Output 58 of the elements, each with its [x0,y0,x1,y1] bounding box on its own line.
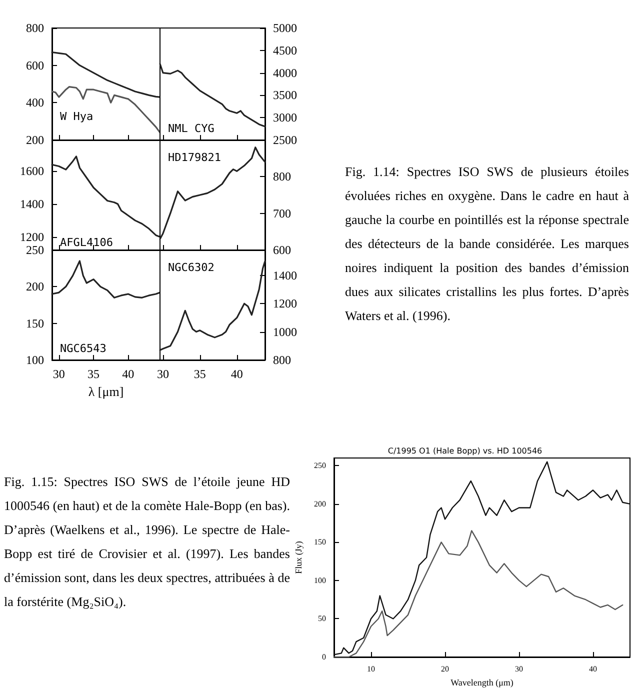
y-axis-title: Flux (Jy) [294,541,304,574]
series-label: HD179821 [168,151,221,164]
y-tick-label: 100 [26,353,44,367]
y-tick-label: 4500 [273,43,297,58]
text: NGC6302 [168,261,214,274]
line-series [159,260,266,351]
y-tick-label: 1200 [273,296,297,311]
y-tick-label: 250 [26,243,44,257]
y-tick-label: 1000 [273,324,297,339]
y-tick-label: 800 [273,170,291,184]
y-tick-label: 100 [314,576,326,585]
y-tick-label: 600 [26,58,44,72]
x-axis-title: Wavelength (μm) [450,677,514,688]
y-tick-label: 5000 [273,21,297,35]
y-tick-label: 400 [26,96,44,110]
x-tick-label: 30 [515,664,523,674]
y-tick-label: 2500 [273,133,297,147]
y-tick-label: 150 [26,316,44,330]
text: NGC6543 [60,342,106,355]
y-tick-label: 1400 [20,197,44,212]
y-tick-label: 200 [26,280,44,294]
y-tick-label: 0 [322,652,326,662]
y-tick-label: 1400 [273,268,297,282]
line-series [51,260,160,298]
line-series [51,86,160,134]
x-tick-label: 40 [230,367,243,381]
x-axis-title: λ [μm] [88,384,124,399]
y-tick-label: 4000 [273,66,297,80]
y-tick-label: 150 [314,538,326,547]
text: W Hya [60,110,94,123]
x-tick-label: 40 [122,367,134,381]
y-tick-label: 3000 [273,110,297,125]
x-tick-label: 40 [589,664,597,674]
text: AFGL4106 [60,236,113,249]
y-tick-label: 1200 [20,230,44,244]
y-tick-label: 1600 [20,164,44,178]
y-tick-label: 800 [273,353,291,367]
x-tick-label: 35 [194,367,206,381]
y-tick-label: 700 [273,206,291,220]
x-tick-label: 30 [52,367,65,381]
x-tick-label: 10 [367,664,375,674]
x-tick-label: 35 [88,367,100,381]
y-tick-label: 50 [318,614,326,624]
y-tick-label: 3500 [273,88,297,102]
line-series [333,530,624,658]
y-tick-label: 800 [26,21,44,35]
line-series [333,461,631,656]
y-tick-label: 200 [314,499,326,508]
caption: Fig. 1.15: Spectres ISO SWS de l’étoile jeune HD 1000546 (en haut) et de la comète Hale-Bopp (en bas). D’après (Waelkens et al., 1996). Le spectre de Hale-Bopp est tiré de Crovisier et al. (1997). Les bandes d’émission sont, dans les deux spectres, attribuées à de la forstérite (Mg₂SiO₄). [4,473,290,611]
x-tick-label: 20 [441,664,449,674]
line-series [51,51,160,98]
series-label: NML CYG [168,122,214,135]
y-tick-label: 200 [26,133,44,147]
chart-title: C/1995 O1 (Hale Bopp) vs. HD 100546 [388,446,542,456]
y-tick-label: 250 [314,461,326,470]
y-tick-label: 600 [273,243,291,257]
x-tick-label: 30 [156,367,169,381]
caption: Fig. 1.14: Spectres ISO SWS de plusieurs étoiles évoluées riches en oxygène. Dans le cadre en haut à gauche la courbe en pointillés est la réponse spectrale des détecteurs de la bande considérée. Les marques noires indiquent la position des bandes d’émission dues aux silicates cristallins les plus fortes. D’après Waters et al. (1996). [345,163,629,325]
